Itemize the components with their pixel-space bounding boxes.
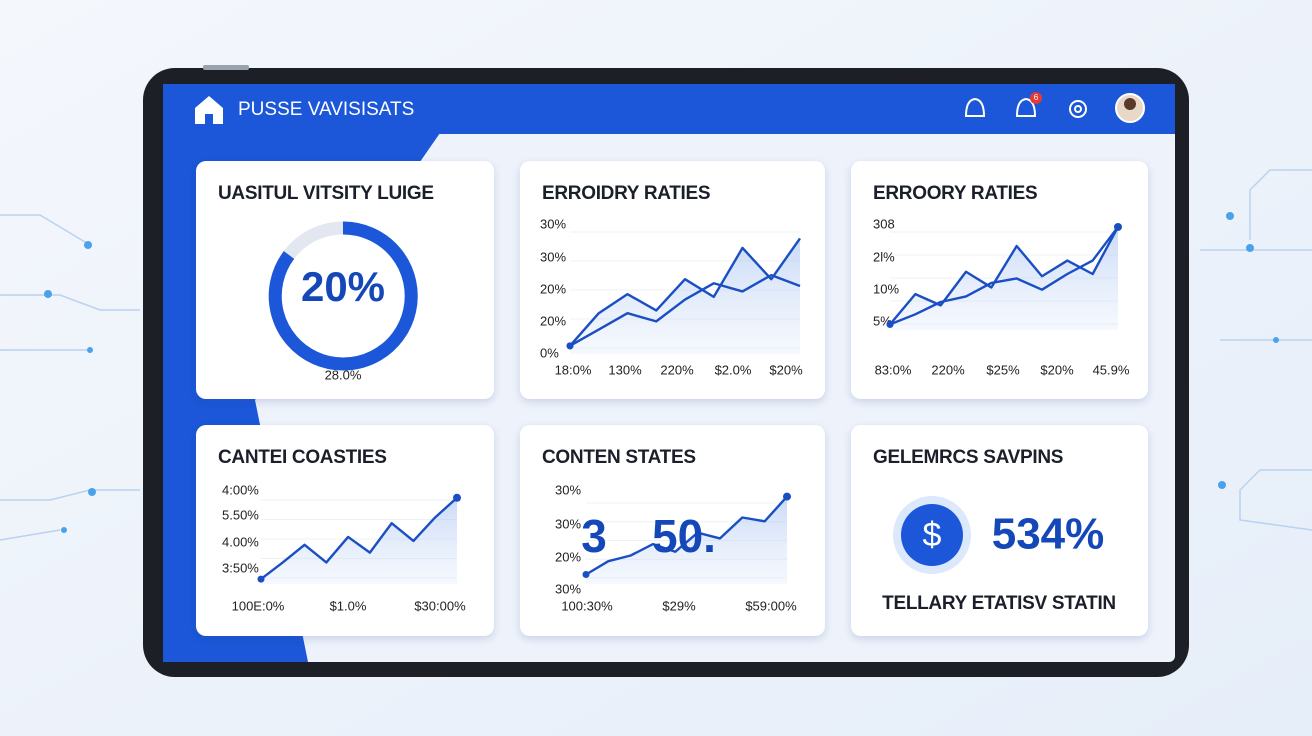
y-tick-label: 3:50% [222, 560, 259, 575]
card-title: CONTEN STATES [542, 447, 696, 468]
avatar-head [1124, 98, 1136, 110]
area [586, 496, 787, 584]
y-tick-label: 10% [873, 281, 899, 296]
app-title: PUSSE VAVISISATS [238, 99, 414, 120]
area [890, 226, 1118, 330]
y-tick-label: 0% [540, 345, 559, 360]
x-tick-label: $1.0% [330, 598, 367, 613]
area [570, 238, 800, 354]
start-point [582, 571, 590, 578]
icon-circle [901, 504, 963, 566]
x-tick-label: $59:00% [745, 598, 797, 613]
x-tick-label: 100E:0% [232, 598, 285, 613]
header-bar [163, 84, 1175, 134]
bell-icon[interactable] [964, 97, 986, 117]
x-tick-label: 220% [660, 362, 694, 377]
icon-symbol: $ [923, 516, 942, 554]
gauge-value: 20% [301, 263, 385, 310]
x-tick-label: 100:30% [561, 598, 613, 613]
badge-count: 6 [1034, 93, 1039, 102]
line-series [585, 495, 788, 576]
circuit-dots [44, 212, 1279, 533]
notification-badge [1030, 92, 1042, 104]
header-icons [964, 97, 1087, 118]
big-number: 3 [581, 510, 607, 562]
line-series [889, 226, 1119, 326]
x-tick-label: 130% [608, 362, 642, 377]
tablet-button [203, 65, 249, 70]
y-tick-label: 308 [873, 216, 895, 231]
x-tick-label: $2.0% [715, 362, 752, 377]
y-tick-label: 5.50% [222, 507, 259, 522]
x-tick-label: 45.9% [1093, 362, 1130, 377]
x-tick-label: 220% [931, 362, 965, 377]
line-series [569, 237, 801, 347]
settings-icon[interactable] [1069, 100, 1087, 118]
y-tick-label: 30% [555, 581, 581, 596]
y-tick-label: 20% [555, 549, 581, 564]
area [261, 497, 457, 584]
x-tick-label: $20% [1040, 362, 1074, 377]
gauge-caption: 28.0% [325, 367, 362, 382]
x-tick-label: $30:00% [414, 598, 466, 613]
end-point [453, 493, 461, 502]
y-tick-label: 30% [540, 249, 566, 264]
y-tick-label: 4.00% [222, 534, 259, 549]
card [851, 425, 1148, 636]
x-tick-label: 18:0% [555, 362, 592, 377]
y-tick-label: 20% [540, 281, 566, 296]
home-icon-door [205, 114, 213, 124]
circuit-decoration [0, 169, 1312, 541]
y-tick-label: 30% [555, 482, 581, 497]
card-title: UASITUL VITSITY LUIGE [218, 183, 434, 204]
x-tick-label: 83:0% [875, 362, 912, 377]
y-tick-label: 2l% [873, 249, 895, 264]
y-tick-label: 4:00% [222, 482, 259, 497]
big-number: 50. [652, 510, 716, 562]
card-title: GELEMRCS SAVPINS [873, 447, 1063, 468]
x-tick-label: $25% [986, 362, 1020, 377]
line-series [260, 496, 458, 581]
end-point [783, 492, 791, 501]
stat-value: 534% [992, 510, 1105, 559]
card-title: ERROORY RATIES [873, 183, 1037, 204]
card-title: CANTEI COASTIES [218, 447, 387, 468]
stat-caption: TELLARY ETATISV STATIN [882, 593, 1116, 614]
y-tick-label: 30% [540, 216, 566, 231]
x-tick-label: $29% [662, 598, 696, 613]
home-icon[interactable] [195, 96, 223, 124]
start-point [257, 575, 265, 583]
card-title: ERROIDRY RATIES [542, 183, 710, 204]
x-tick-label: $20% [769, 362, 803, 377]
notification-icon[interactable] [1015, 97, 1037, 117]
start-point [566, 342, 574, 350]
gauge-arc [268, 221, 418, 371]
line-series [569, 273, 801, 347]
y-tick-label: 30% [555, 516, 581, 531]
start-point [886, 320, 894, 328]
y-tick-label: 20% [540, 313, 566, 328]
card [196, 161, 494, 399]
